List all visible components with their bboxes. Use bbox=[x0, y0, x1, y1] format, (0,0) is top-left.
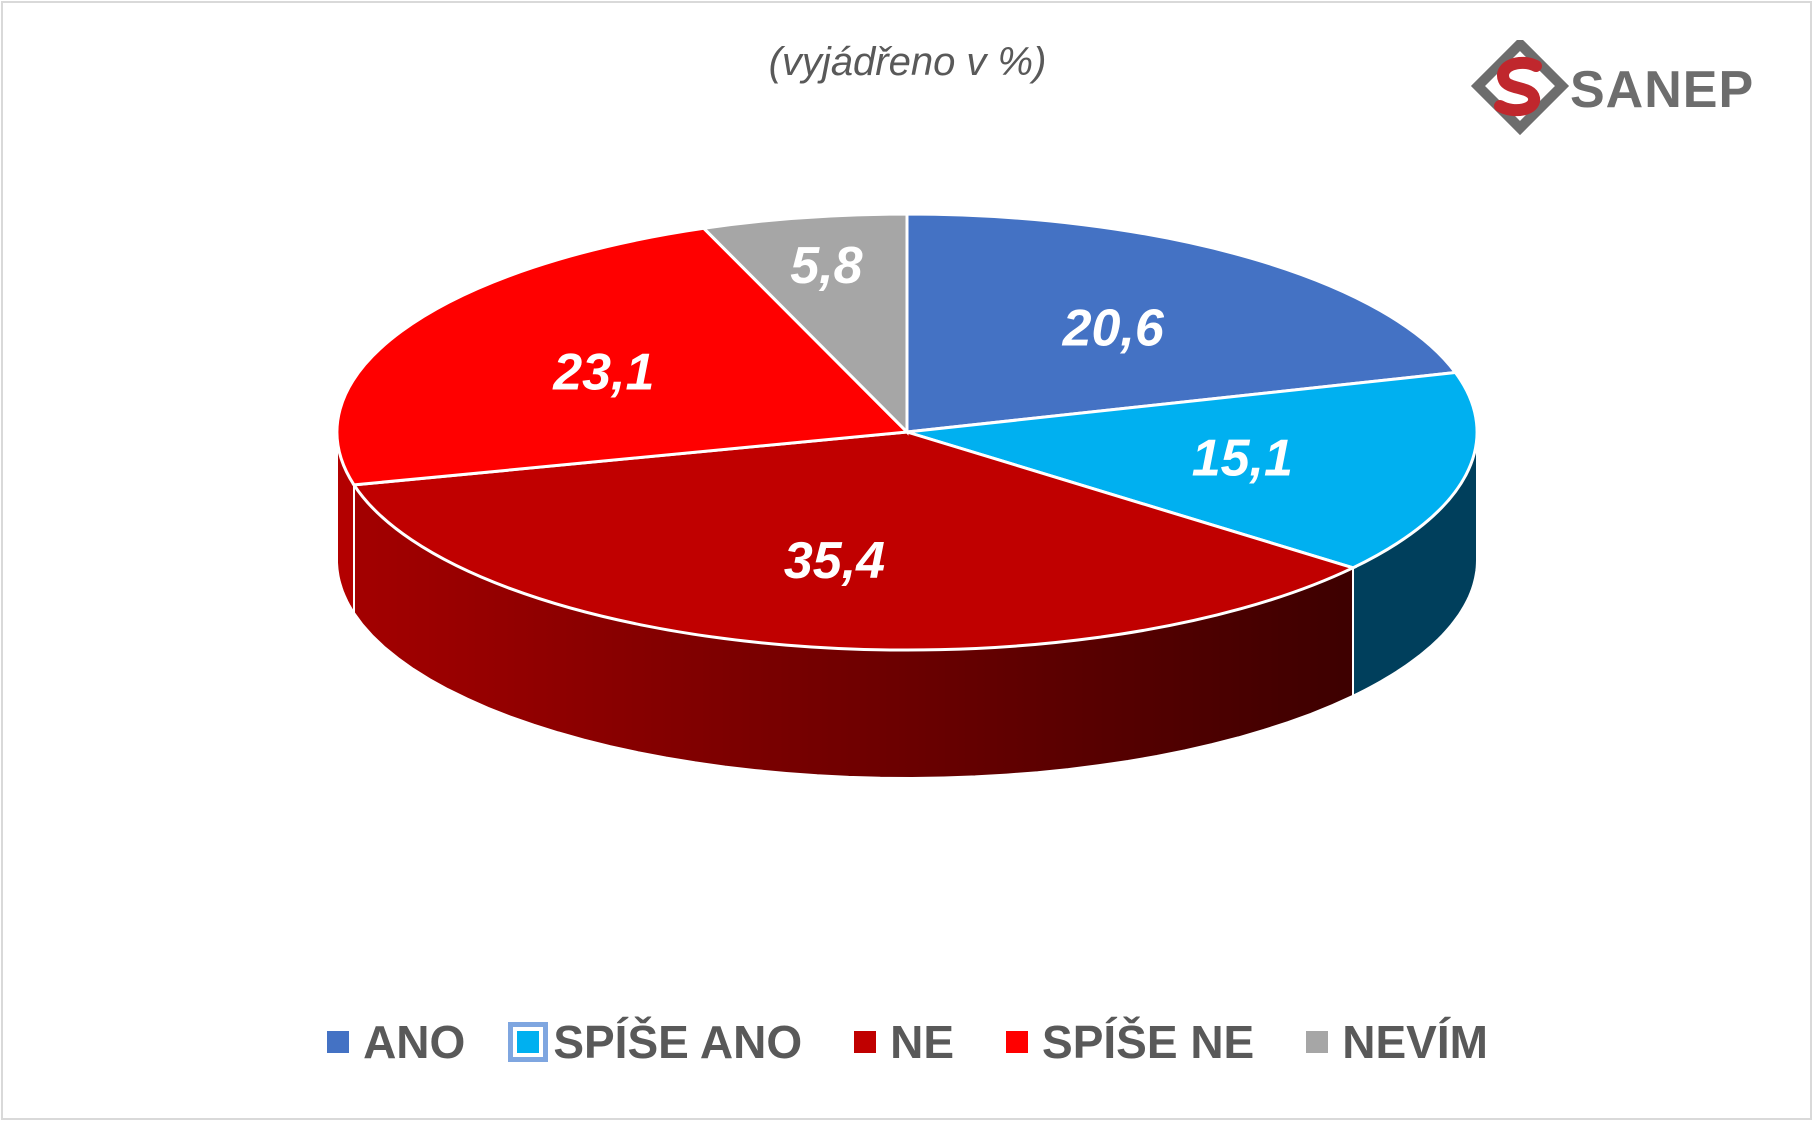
legend-swatch-sp-e-ne bbox=[1006, 1031, 1029, 1053]
pie-slice-ano[interactable] bbox=[905, 212, 1459, 434]
legend-item-sp-e-ne[interactable]: SPÍŠE NE bbox=[1006, 1015, 1254, 1069]
chart-legend: ANO SPÍŠE ANO NE SPÍŠE NE NEVÍM bbox=[0, 1015, 1815, 1069]
legend-label-sp-e-ano: SPÍŠE ANO bbox=[553, 1016, 803, 1068]
legend-label-nev-m: NEVÍM bbox=[1342, 1016, 1488, 1068]
data-label-nev-m: 5,8 bbox=[790, 237, 862, 295]
legend-label-sp-e-ne: SPÍŠE NE bbox=[1042, 1016, 1255, 1068]
pie-slice-ne[interactable] bbox=[351, 430, 1358, 652]
legend-item-sp-e-ano[interactable]: SPÍŠE ANO bbox=[508, 1015, 803, 1069]
pie-slice-sp-e-ne[interactable] bbox=[335, 226, 911, 487]
legend-item-ano[interactable]: ANO bbox=[327, 1015, 465, 1069]
sanep-logo-mark-icon bbox=[1470, 40, 1570, 136]
chart-subtitle: (vyjádřeno v %) bbox=[768, 40, 1047, 84]
legend-swatch-ne bbox=[854, 1031, 877, 1053]
logo-text: SANEP bbox=[1570, 61, 1755, 119]
legend-swatch-sp-e-ano bbox=[508, 1022, 549, 1062]
data-label-ne: 35,4 bbox=[784, 532, 885, 590]
pie-slice-sp-e-ano[interactable] bbox=[906, 370, 1479, 570]
legend-label-ne: NE bbox=[890, 1016, 955, 1068]
data-label-ano: 20,6 bbox=[1062, 300, 1165, 358]
legend-swatch-ano bbox=[327, 1031, 350, 1053]
legend-label-ano: ANO bbox=[363, 1016, 466, 1068]
data-label-sp-e-ne: 23,1 bbox=[552, 344, 654, 402]
pie-slice-nev-m[interactable] bbox=[700, 212, 909, 436]
legend-swatch-nev-m bbox=[1306, 1031, 1329, 1053]
sanep-logo: SANEP bbox=[1470, 40, 1780, 140]
data-label-sp-e-ano: 15,1 bbox=[1192, 430, 1293, 488]
legend-item-ne[interactable]: NE bbox=[854, 1015, 954, 1069]
legend-item-nev-m[interactable]: NEVÍM bbox=[1306, 1015, 1488, 1069]
